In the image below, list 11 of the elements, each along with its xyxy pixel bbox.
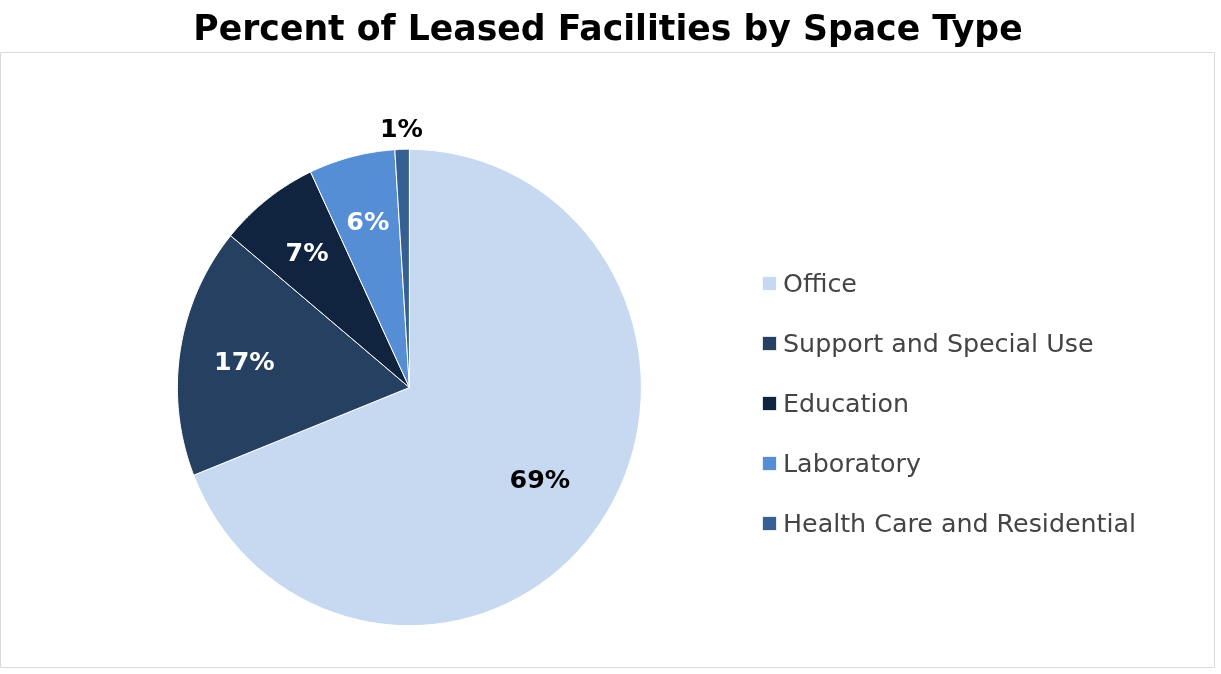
legend-label: Support and Special Use bbox=[783, 328, 1094, 358]
data-label: 6% bbox=[346, 206, 390, 237]
data-label: 1% bbox=[379, 113, 423, 144]
legend-label: Laboratory bbox=[783, 448, 921, 478]
legend-label: Office bbox=[783, 268, 857, 298]
data-label: 7% bbox=[285, 237, 329, 268]
legend-label: Health Care and Residential bbox=[783, 508, 1137, 538]
data-label: 69% bbox=[509, 463, 571, 494]
legend-label: Education bbox=[783, 388, 910, 418]
chart-title: Percent of Leased Facilities by Space Type bbox=[193, 7, 1023, 48]
data-label: 17% bbox=[214, 345, 275, 376]
